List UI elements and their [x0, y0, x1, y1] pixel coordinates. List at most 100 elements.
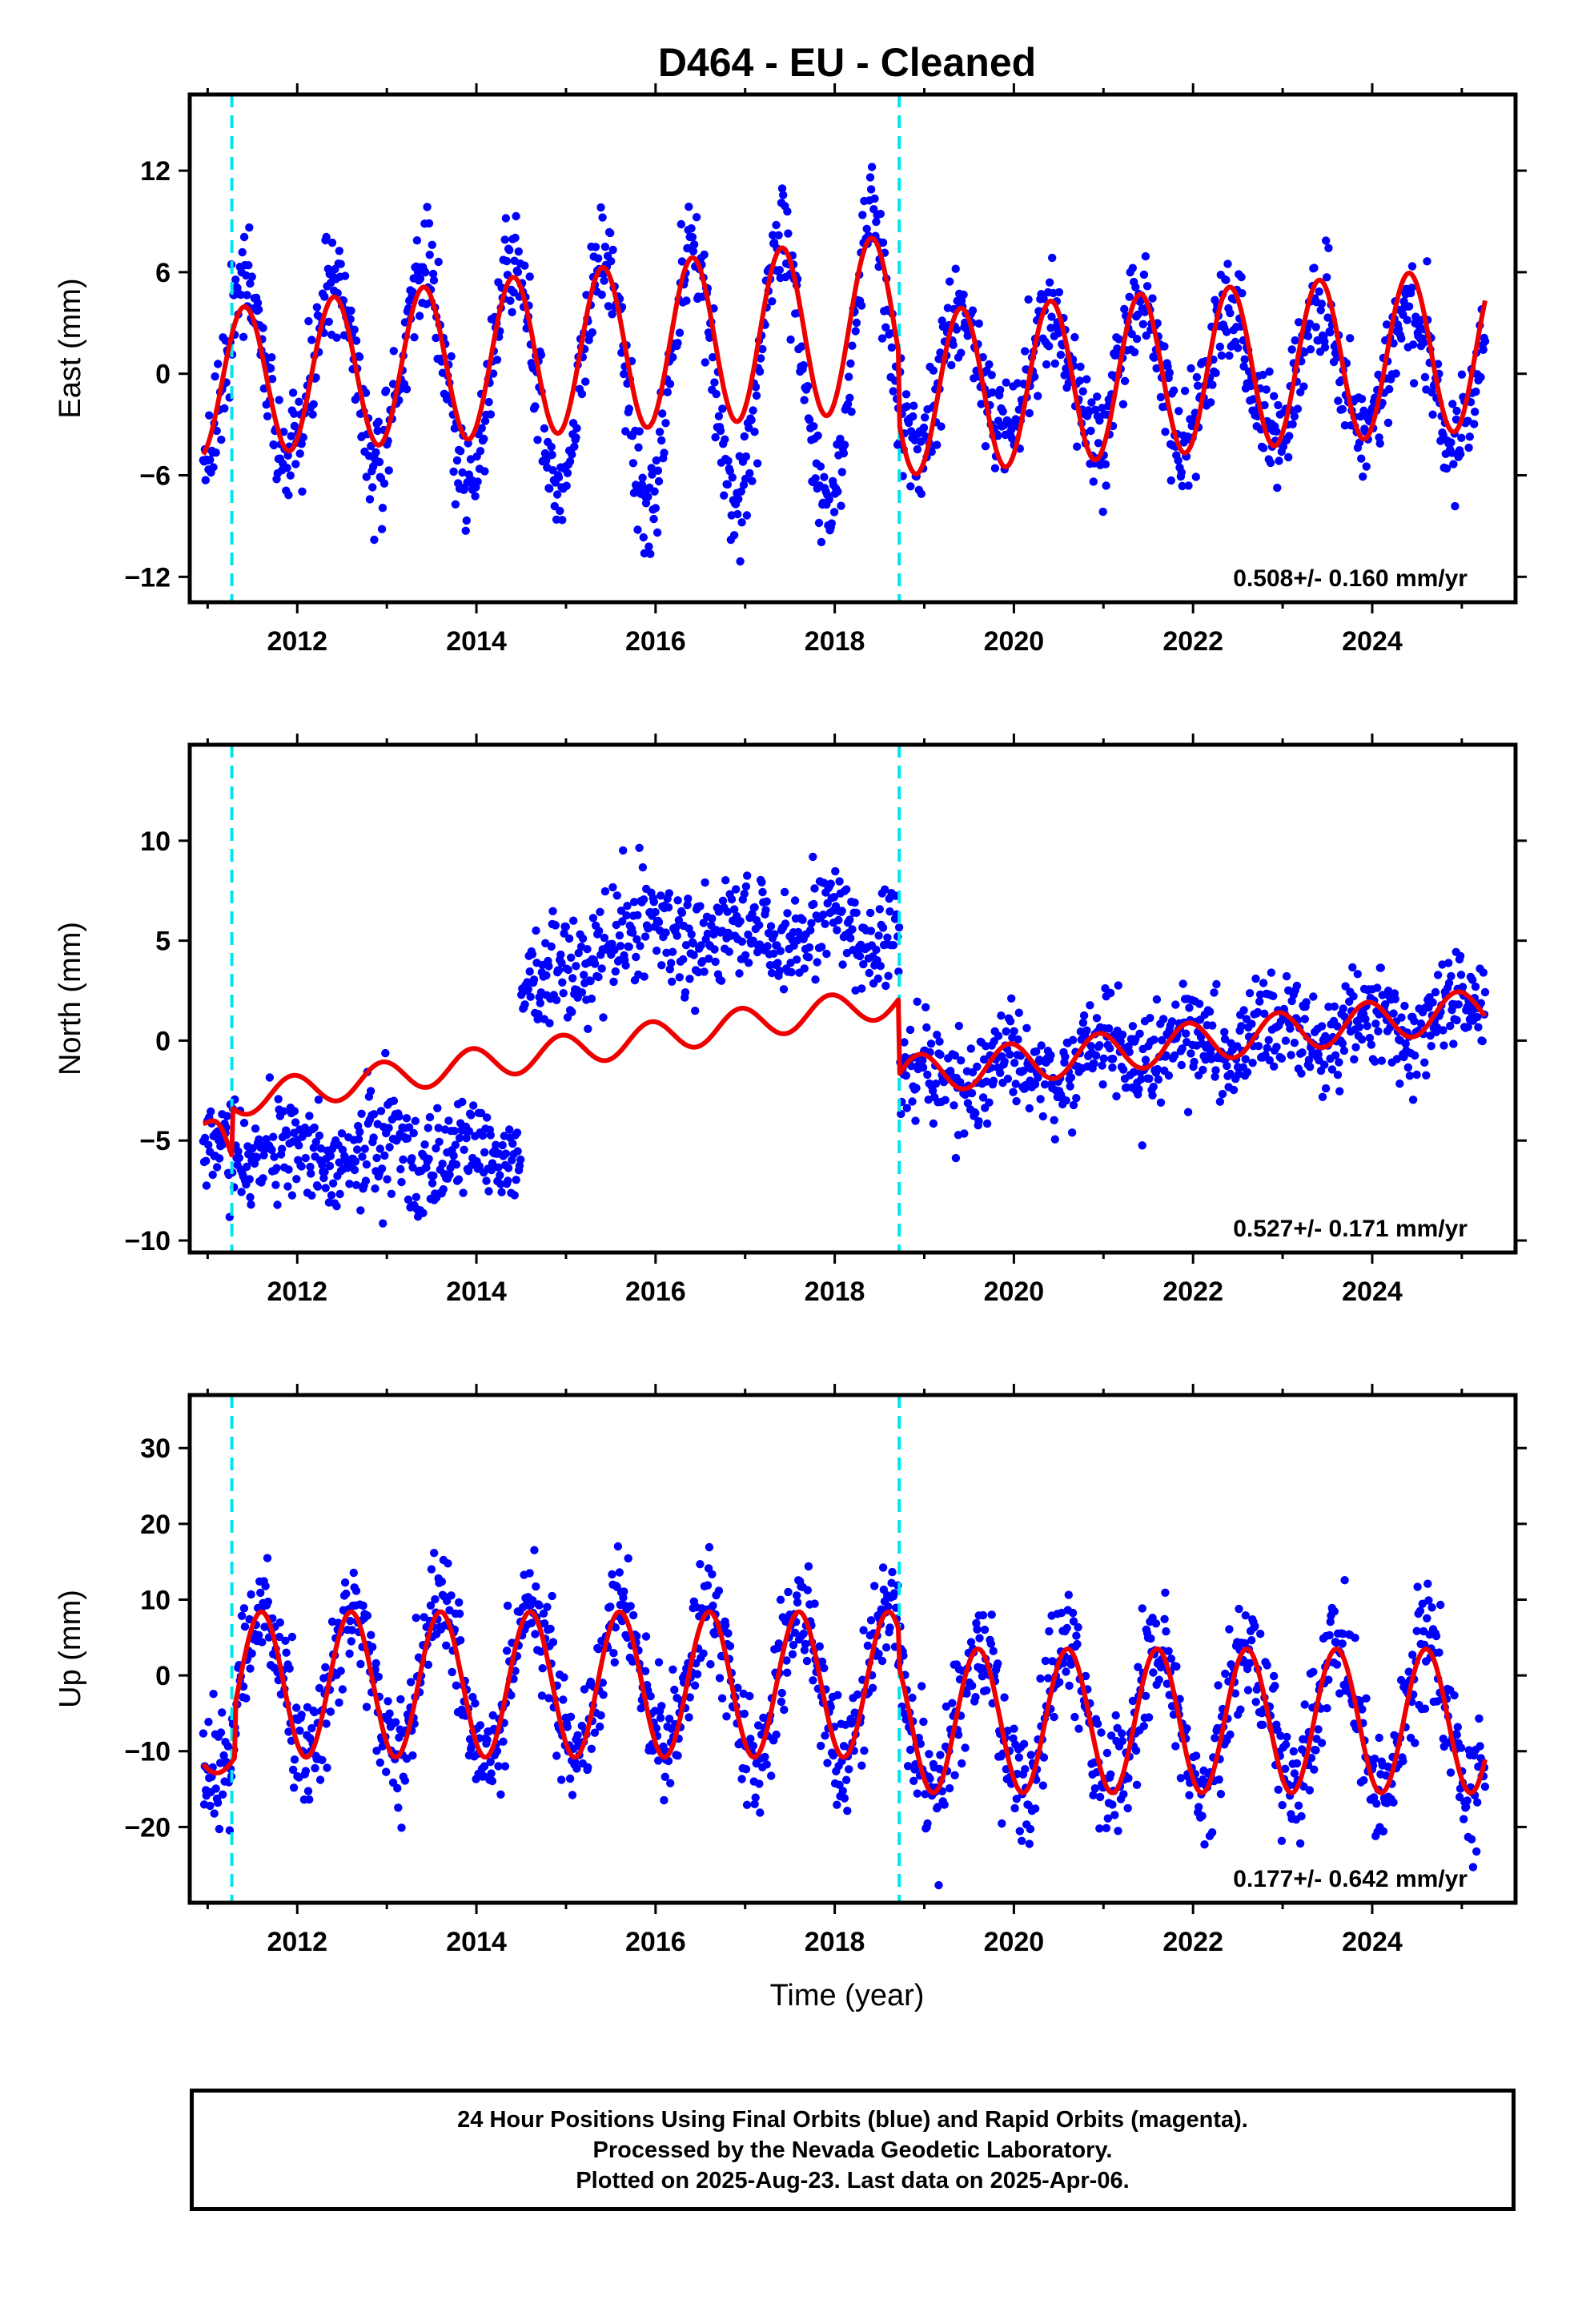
data-point — [587, 994, 596, 1003]
data-point — [656, 1714, 665, 1723]
data-point — [500, 1762, 510, 1771]
x-tick-label: 2014 — [446, 626, 507, 657]
data-point — [667, 959, 676, 967]
data-point — [201, 476, 210, 485]
data-point — [516, 1155, 525, 1164]
data-point — [1348, 963, 1357, 972]
data-point — [974, 319, 984, 328]
data-point — [833, 487, 842, 496]
data-point — [936, 1751, 945, 1759]
data-point — [287, 1632, 297, 1642]
data-point — [809, 1676, 817, 1685]
data-point — [1284, 452, 1293, 462]
data-point — [284, 1165, 293, 1174]
data-point — [633, 911, 642, 920]
data-point — [263, 1597, 272, 1606]
data-point — [954, 1731, 963, 1739]
data-point — [905, 1745, 915, 1755]
data-point — [1124, 1774, 1133, 1783]
data-point — [638, 862, 648, 872]
data-point — [1040, 1080, 1050, 1089]
data-point — [1306, 345, 1315, 354]
x-tick-label: 2020 — [984, 1277, 1045, 1307]
data-point — [1330, 1607, 1339, 1616]
data-point — [793, 1598, 802, 1607]
data-point — [781, 919, 790, 928]
data-point — [1215, 1097, 1225, 1106]
data-point — [295, 1726, 304, 1735]
data-point — [1281, 1036, 1291, 1045]
data-point — [289, 1783, 299, 1792]
data-point — [375, 457, 384, 467]
data-point — [761, 906, 770, 915]
data-point — [786, 335, 795, 344]
data-point — [1380, 1000, 1390, 1009]
data-point — [557, 959, 566, 967]
data-point — [376, 1107, 386, 1116]
data-point — [486, 410, 496, 419]
data-point — [926, 1774, 934, 1783]
data-point — [275, 396, 283, 404]
data-point — [1410, 1016, 1419, 1026]
data-point — [1400, 1001, 1409, 1011]
data-point — [1014, 1035, 1022, 1044]
data-point — [682, 296, 691, 305]
data-point — [1277, 1054, 1287, 1063]
data-point — [1397, 1013, 1406, 1022]
data-point — [1324, 1003, 1333, 1011]
data-point — [537, 1691, 547, 1700]
data-point — [1353, 970, 1363, 979]
data-point — [247, 272, 256, 281]
data-point — [1450, 1691, 1459, 1700]
data-point — [957, 348, 966, 357]
data-point — [236, 290, 245, 300]
data-point — [1367, 1040, 1376, 1049]
data-point — [372, 1747, 381, 1755]
data-point — [301, 1767, 311, 1775]
data-point — [1320, 1060, 1329, 1069]
data-point — [1439, 1735, 1448, 1743]
data-point — [761, 1752, 769, 1762]
data-point — [1098, 1080, 1107, 1089]
data-point — [1225, 351, 1234, 360]
data-point — [1034, 392, 1042, 400]
data-point — [845, 1765, 853, 1774]
data-point — [723, 907, 732, 916]
data-point — [400, 1776, 410, 1785]
data-point — [809, 852, 817, 862]
data-point — [373, 426, 382, 436]
data-point — [570, 442, 579, 451]
data-point — [957, 1056, 966, 1065]
data-point — [722, 1712, 731, 1721]
data-point — [336, 259, 345, 268]
data-point — [802, 1656, 812, 1666]
data-point — [514, 247, 523, 256]
data-point — [654, 1756, 663, 1765]
data-point — [1473, 1012, 1482, 1022]
data-point — [246, 1664, 255, 1673]
data-point — [283, 464, 291, 472]
data-point — [215, 1154, 224, 1163]
data-point — [367, 441, 375, 451]
y-tick-label: 12 — [140, 156, 171, 187]
data-point — [1265, 367, 1274, 376]
data-point — [996, 385, 1005, 395]
data-point — [1132, 335, 1142, 344]
data-point — [312, 303, 322, 312]
data-point — [725, 947, 733, 956]
x-tick-label: 2022 — [1162, 626, 1223, 657]
data-point — [1407, 262, 1417, 271]
data-point — [609, 1649, 618, 1658]
data-point — [859, 1626, 868, 1634]
data-point — [1255, 997, 1264, 1006]
data-point — [1130, 348, 1139, 356]
data-point — [1176, 1774, 1186, 1783]
data-point — [843, 1807, 852, 1815]
data-point — [1427, 1042, 1435, 1051]
data-point — [816, 1741, 825, 1751]
data-point — [1037, 1041, 1046, 1050]
data-point — [1141, 251, 1150, 261]
data-point — [448, 1667, 456, 1677]
data-point — [708, 1570, 717, 1579]
